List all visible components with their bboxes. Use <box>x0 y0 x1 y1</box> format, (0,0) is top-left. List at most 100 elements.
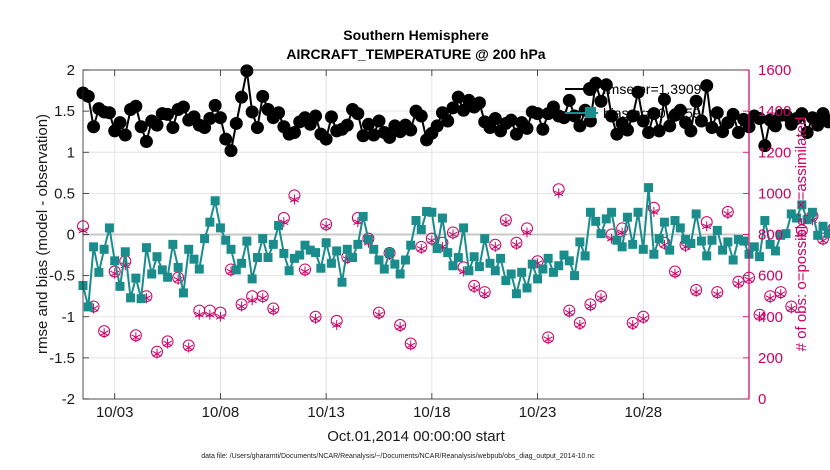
bias-point <box>659 217 669 227</box>
bias-point <box>353 239 363 249</box>
asterisk-stroke <box>406 342 416 349</box>
bias-point <box>723 237 733 247</box>
bias-point <box>786 209 796 219</box>
bias-point <box>781 229 791 239</box>
bias-point <box>115 281 125 291</box>
rmse-point <box>229 116 243 130</box>
bias-point <box>496 253 506 263</box>
bias-point <box>210 196 220 206</box>
bias-point <box>480 234 490 244</box>
legend-bias-label: bias pr=-0.1359 <box>603 105 701 121</box>
obs-assimilated-point <box>215 311 226 322</box>
asterisk-stroke <box>575 322 585 328</box>
asterisk-stroke <box>638 315 648 322</box>
obs-possible-point <box>647 201 660 214</box>
obs-possible-point <box>827 223 830 234</box>
obs-possible-point <box>732 275 745 288</box>
bias-point <box>681 234 691 244</box>
rmse-point <box>81 89 95 103</box>
bias-point <box>242 236 252 246</box>
rmse-point <box>642 126 656 140</box>
bias-point <box>707 235 717 245</box>
rmse-point <box>245 105 259 119</box>
bias-point <box>760 216 770 226</box>
bias-point <box>422 206 432 216</box>
obs-possible-point <box>309 310 322 323</box>
asterisk-stroke <box>585 303 596 310</box>
bias-point <box>311 248 321 258</box>
asterisk-stroke <box>184 344 194 351</box>
asterisk-stroke <box>374 311 384 318</box>
obs-assimilated-point <box>247 295 257 306</box>
bias-point <box>279 248 289 258</box>
asterisk-stroke <box>712 291 722 298</box>
rmse-point <box>684 124 698 138</box>
bias-point <box>776 230 786 240</box>
asterisk-stroke <box>797 231 807 238</box>
rmse-point <box>457 103 471 117</box>
y-tick-label: 0 <box>67 227 75 244</box>
bias-point <box>570 271 580 281</box>
bias-point <box>400 255 410 265</box>
ticks: 10/03 10/08 10/13 10/18 10/23 10/28 -2 -1.5 -1 -0… <box>49 62 791 421</box>
asterisk-stroke <box>205 311 215 318</box>
bias-point <box>337 277 347 287</box>
bias-point <box>823 229 830 239</box>
obs-possible-point <box>182 339 195 352</box>
bias-point <box>538 264 548 274</box>
bias-point <box>427 207 437 217</box>
rmse-point <box>631 85 645 99</box>
y-tick-label: 1.5 <box>54 103 75 120</box>
obs-possible-point <box>711 286 724 299</box>
bias-point <box>295 250 305 260</box>
asterisk-stroke <box>702 223 712 230</box>
rmse-point <box>208 98 222 112</box>
asterisk-stroke <box>268 307 278 314</box>
rmse-point <box>573 119 587 133</box>
x-tick-label: 10/18 <box>413 404 451 421</box>
y-right-tick-label: 200 <box>758 350 783 367</box>
bias-point <box>670 216 680 226</box>
obs-possible-point <box>573 316 586 329</box>
rmse-point <box>446 101 460 115</box>
bias-point <box>522 283 532 293</box>
bias-point <box>580 251 590 261</box>
x-tick-label: 10/03 <box>96 404 134 421</box>
obs-possible-point <box>373 306 385 319</box>
rmse-point <box>520 121 534 135</box>
bias-point <box>126 293 136 303</box>
bias-point <box>305 245 315 255</box>
rmse-point <box>441 114 455 128</box>
rmse-point <box>404 123 418 137</box>
bias-point <box>406 240 416 250</box>
rmse-point <box>710 106 724 120</box>
bias-point <box>226 244 236 254</box>
rmse-point <box>594 94 608 108</box>
obs-possible-point <box>584 298 597 311</box>
rmse-point <box>256 89 270 103</box>
bias-point <box>765 239 775 249</box>
y-tick-label: -0.5 <box>49 268 75 285</box>
bias-point <box>464 266 474 276</box>
obs-possible-point <box>774 286 787 299</box>
obs-assimilated-point <box>194 309 204 320</box>
bias-point <box>506 269 516 279</box>
obs-possible-point <box>404 337 417 350</box>
asterisk-stroke <box>258 295 268 302</box>
rmse-point <box>139 135 153 149</box>
asterisk-stroke <box>543 336 553 343</box>
bias-point <box>533 274 543 284</box>
bias-point <box>89 242 99 252</box>
legend-rmse-label: rmse pr=1.3909 <box>603 81 702 97</box>
legend-rmse-marker <box>583 82 597 96</box>
asterisk-stroke <box>754 313 765 320</box>
obs-possible-point <box>690 284 703 297</box>
rmse-point <box>620 123 634 137</box>
bias-point <box>459 223 469 233</box>
bias-point <box>443 248 453 258</box>
rmse-point <box>102 106 116 120</box>
rmse-point <box>451 90 465 104</box>
bias-point <box>326 258 336 268</box>
bias-point <box>564 256 574 266</box>
bias-point <box>739 236 749 246</box>
